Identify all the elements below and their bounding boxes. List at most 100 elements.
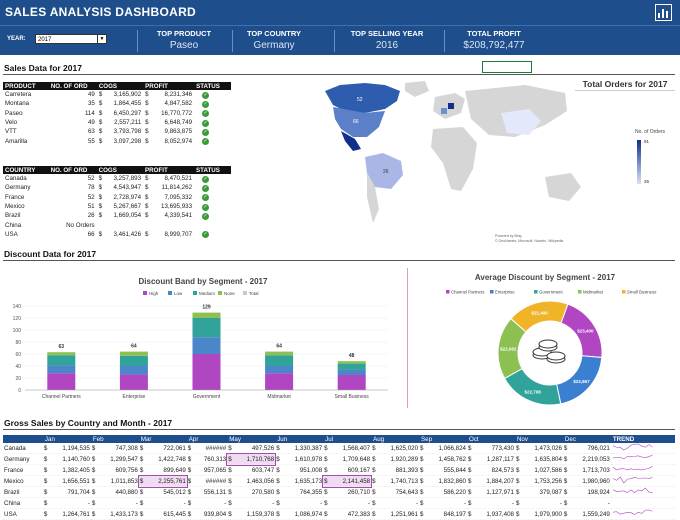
sales-cell: $ 899,649 <box>138 464 187 476</box>
y-tick-label: 40 <box>15 364 21 370</box>
sales-cell: $ 824,573 <box>467 464 515 476</box>
country-cell: Canada <box>3 443 43 454</box>
table-cell: $6,648,749 <box>143 118 194 127</box>
map-france <box>441 108 447 114</box>
map-legend-max: 91 <box>644 139 650 144</box>
legend-swatch <box>243 291 247 295</box>
table-row: Brazil $ 791,704 $ 440,880 $ 545,012 $ 556,1… <box>3 486 675 498</box>
status-cell: ✓ <box>194 174 231 183</box>
sales-cell: $ 1,027,586 <box>514 464 563 476</box>
currency-symbol: $ <box>324 510 328 518</box>
bar-low <box>192 337 221 354</box>
currency-symbol: $ <box>98 184 103 192</box>
cogs-value: 3,097,298 <box>113 137 142 145</box>
currency-symbol: $ <box>515 510 520 518</box>
sales-cell: $ 1,463,056 <box>227 475 276 487</box>
sales-value: 1,251,961 <box>390 510 419 518</box>
table-row: France 52 $2,728,974 $7,095,332 ✓ <box>3 193 231 202</box>
x-tick-label: Small Business <box>335 394 370 400</box>
table-cell: 35 <box>87 100 95 108</box>
sales-value: - <box>272 499 275 507</box>
map-credit-sources: © GeoNames, Microsoft, Navinfo, Wikipedi… <box>495 239 563 243</box>
currency-symbol: $ <box>91 488 96 496</box>
map-greenland <box>405 81 429 97</box>
currency-symbol: $ <box>187 455 192 463</box>
trend-sparkline <box>612 509 653 515</box>
table-cell: $3,165,902 <box>97 90 143 99</box>
currency-symbol: $ <box>276 444 280 452</box>
month-header: Jun <box>275 435 324 443</box>
legend-swatch <box>578 290 582 294</box>
sales-value: 270,580 <box>251 488 275 496</box>
table-cell: VTT <box>5 128 17 136</box>
currency-symbol: $ <box>43 499 48 507</box>
legend-item: Total <box>249 291 259 296</box>
sales-cell: $ 609,167 <box>323 464 372 476</box>
sales-cell: $ 1,713,703 <box>562 464 611 476</box>
map-label-usa: 66 <box>353 119 359 125</box>
currency-symbol: $ <box>372 499 376 507</box>
legend-swatch <box>622 290 626 294</box>
sales-value: 586,220 <box>443 488 466 496</box>
sales-value: 881,393 <box>395 466 419 474</box>
sales-value: 555,844 <box>443 466 466 474</box>
sales-cell: $ 2,141,458 <box>322 474 373 488</box>
currency-symbol: $ <box>563 466 568 474</box>
sales-value: 760,313 <box>203 455 227 463</box>
selected-cell[interactable] <box>482 61 532 73</box>
table-cell <box>143 220 194 229</box>
bar-total-label: 63 <box>59 344 65 350</box>
sales-cell: $ 1,422,748 <box>138 453 187 465</box>
donut-label: $22,082 <box>500 347 517 352</box>
sales-cell: $ 497,526 <box>227 443 276 454</box>
currency-symbol: $ <box>98 119 103 127</box>
year-select[interactable]: 2017 ▼ <box>35 34 107 44</box>
country-cell: Brazil <box>3 486 43 498</box>
currency-symbol: $ <box>515 455 520 463</box>
sales-cell: $ 939,804 <box>186 508 228 520</box>
legend-item: None <box>224 291 235 296</box>
currency-symbol: $ <box>145 137 149 145</box>
currency-symbol: $ <box>468 455 472 463</box>
country-cell: USA <box>3 508 43 520</box>
cogs-value: 2,557,211 <box>114 119 142 127</box>
sales-value: 1,159,378 <box>246 510 275 518</box>
sales-value: 796,021 <box>587 444 610 452</box>
world-map: 52 66 26 Powered by Bing © GeoNames, Mic… <box>325 81 581 243</box>
cogs-value: 1,669,054 <box>113 212 142 220</box>
table-cell: Amarilla <box>5 137 28 145</box>
chevron-down-icon[interactable]: ▼ <box>97 35 106 43</box>
sales-value: 1,656,551 <box>62 477 90 485</box>
cogs-value: 5,267,667 <box>113 203 142 211</box>
currency-symbol: $ <box>98 128 103 136</box>
bar-total-label: 48 <box>349 353 355 359</box>
sales-value: 1,140,760 <box>62 455 90 463</box>
sales-cell: $ 1,011,853 <box>90 475 139 487</box>
column-header: COUNTRY <box>3 166 49 174</box>
cogs-value: 3,165,902 <box>113 91 142 99</box>
sales-cell: $ 2,255,761 <box>137 474 188 488</box>
currency-symbol: $ <box>420 477 424 485</box>
table-cell: $5,267,667 <box>97 202 143 211</box>
column-header: STATUS <box>194 166 231 174</box>
table-cell: $3,793,798 <box>97 127 143 136</box>
table-cell: $6,450,297 <box>97 109 143 118</box>
table-cell: $1,669,054 <box>97 211 143 220</box>
sales-cell: $ 609,756 <box>90 464 139 476</box>
sales-cell: $ 1,458,762 <box>419 453 467 465</box>
profit-value: 4,339,541 <box>164 212 193 220</box>
table-cell: 51 <box>87 203 95 211</box>
map-china <box>501 109 541 135</box>
currency-symbol: $ <box>324 455 328 463</box>
currency-symbol: $ <box>145 212 149 220</box>
legend-swatch <box>446 290 450 294</box>
legend-swatch <box>218 291 222 295</box>
currency-symbol: $ <box>420 444 424 452</box>
month-header: Dec <box>562 435 611 443</box>
status-cell <box>194 220 231 229</box>
table-row: Mexico 51 $5,267,667 $13,695,933 ✓ <box>3 202 231 211</box>
trend-cell <box>610 497 675 509</box>
month-header: Mar <box>138 435 187 443</box>
bar-high <box>337 375 366 390</box>
bar-total-label: 64 <box>131 344 137 350</box>
